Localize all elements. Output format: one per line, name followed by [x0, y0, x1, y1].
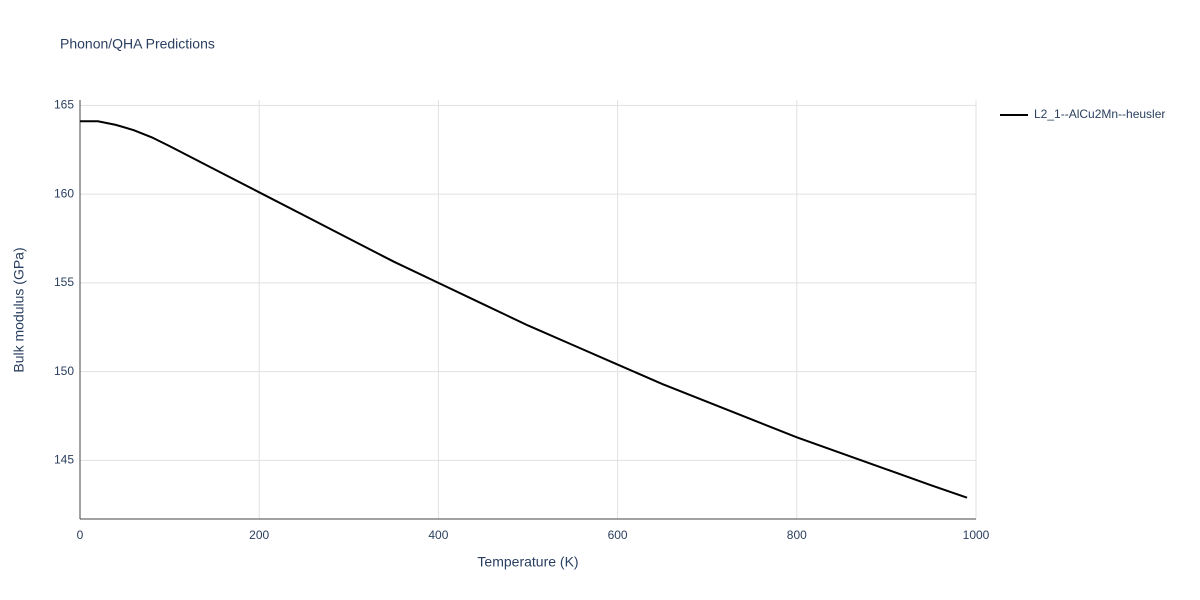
- line-series: [80, 120, 968, 499]
- y-tick-label: 155: [54, 275, 74, 289]
- x-tick-label: 800: [787, 528, 807, 542]
- y-tick-label: 160: [54, 186, 74, 200]
- x-tick-label: 400: [428, 528, 448, 542]
- x-axis-title: Temperature (K): [477, 554, 578, 570]
- y-tick-label: 145: [54, 453, 74, 467]
- x-tick-label: 200: [249, 528, 269, 542]
- y-axis-title: Bulk modulus (GPa): [11, 247, 27, 372]
- x-tick-label: 1000: [963, 528, 990, 542]
- y-tick-label: 165: [54, 97, 74, 111]
- legend-label: L2_1--AlCu2Mn--heusler: [1034, 107, 1165, 121]
- chart-title: Phonon/QHA Predictions: [60, 36, 215, 52]
- x-tick-label: 600: [608, 528, 628, 542]
- x-tick-label: 0: [77, 528, 84, 542]
- y-tick-label: 150: [54, 364, 74, 378]
